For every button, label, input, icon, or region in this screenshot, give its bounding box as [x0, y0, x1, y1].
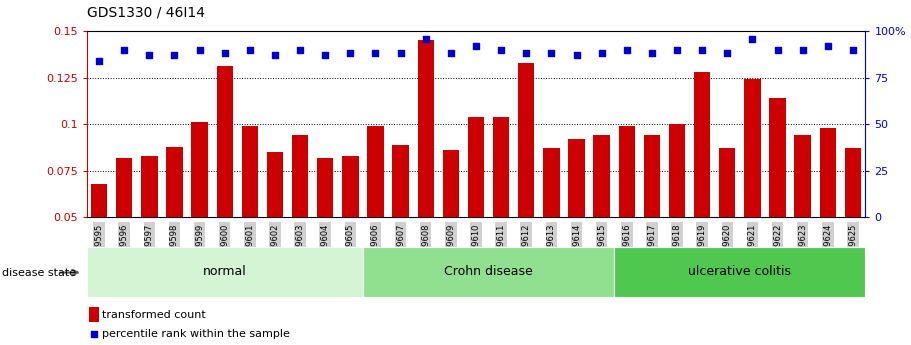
- Bar: [644, 135, 660, 217]
- Bar: [669, 124, 685, 217]
- Bar: [719, 148, 735, 217]
- Point: [695, 47, 710, 52]
- Bar: [820, 128, 836, 217]
- Bar: [141, 156, 158, 217]
- Bar: [363, 247, 614, 297]
- Bar: [443, 150, 459, 217]
- Bar: [367, 126, 384, 217]
- Text: disease state: disease state: [2, 268, 76, 277]
- Bar: [518, 63, 535, 217]
- Bar: [694, 72, 711, 217]
- Bar: [191, 122, 208, 217]
- Bar: [744, 79, 761, 217]
- Point: [268, 52, 282, 58]
- Bar: [614, 247, 865, 297]
- Point: [645, 51, 660, 56]
- Bar: [393, 145, 409, 217]
- Bar: [292, 135, 308, 217]
- Bar: [116, 158, 132, 217]
- Text: Crohn disease: Crohn disease: [445, 265, 533, 278]
- Point: [343, 51, 358, 56]
- Point: [519, 51, 534, 56]
- Bar: [267, 152, 283, 217]
- Point: [368, 51, 383, 56]
- Point: [92, 58, 107, 63]
- Point: [745, 36, 760, 41]
- Bar: [167, 147, 182, 217]
- Bar: [770, 98, 785, 217]
- Bar: [89, 307, 99, 322]
- Point: [619, 47, 634, 52]
- Point: [494, 47, 508, 52]
- Point: [87, 331, 101, 337]
- Bar: [91, 184, 107, 217]
- Point: [569, 52, 584, 58]
- Bar: [844, 148, 861, 217]
- Bar: [241, 126, 258, 217]
- Text: transformed count: transformed count: [102, 309, 206, 319]
- Point: [444, 51, 458, 56]
- Bar: [343, 156, 359, 217]
- Bar: [317, 158, 333, 217]
- Text: ulcerative colitis: ulcerative colitis: [689, 265, 792, 278]
- Point: [795, 47, 810, 52]
- Bar: [593, 135, 609, 217]
- Bar: [417, 40, 434, 217]
- Text: percentile rank within the sample: percentile rank within the sample: [102, 329, 291, 339]
- Point: [594, 51, 609, 56]
- Point: [318, 52, 333, 58]
- Point: [469, 43, 484, 49]
- Bar: [543, 148, 559, 217]
- Point: [770, 47, 784, 52]
- Point: [418, 36, 433, 41]
- Bar: [568, 139, 585, 217]
- Point: [544, 51, 558, 56]
- Bar: [87, 247, 363, 297]
- Bar: [619, 126, 635, 217]
- Point: [845, 47, 860, 52]
- Text: GDS1330 / 46I14: GDS1330 / 46I14: [87, 5, 205, 19]
- Point: [242, 47, 257, 52]
- Bar: [794, 135, 811, 217]
- Bar: [493, 117, 509, 217]
- Point: [821, 43, 835, 49]
- Point: [142, 52, 157, 58]
- Point: [720, 51, 734, 56]
- Point: [168, 52, 182, 58]
- Point: [394, 51, 408, 56]
- Point: [292, 47, 307, 52]
- Text: normal: normal: [203, 265, 247, 278]
- Bar: [217, 67, 233, 217]
- Point: [117, 47, 131, 52]
- Point: [670, 47, 684, 52]
- Bar: [468, 117, 484, 217]
- Point: [218, 51, 232, 56]
- Point: [192, 47, 207, 52]
